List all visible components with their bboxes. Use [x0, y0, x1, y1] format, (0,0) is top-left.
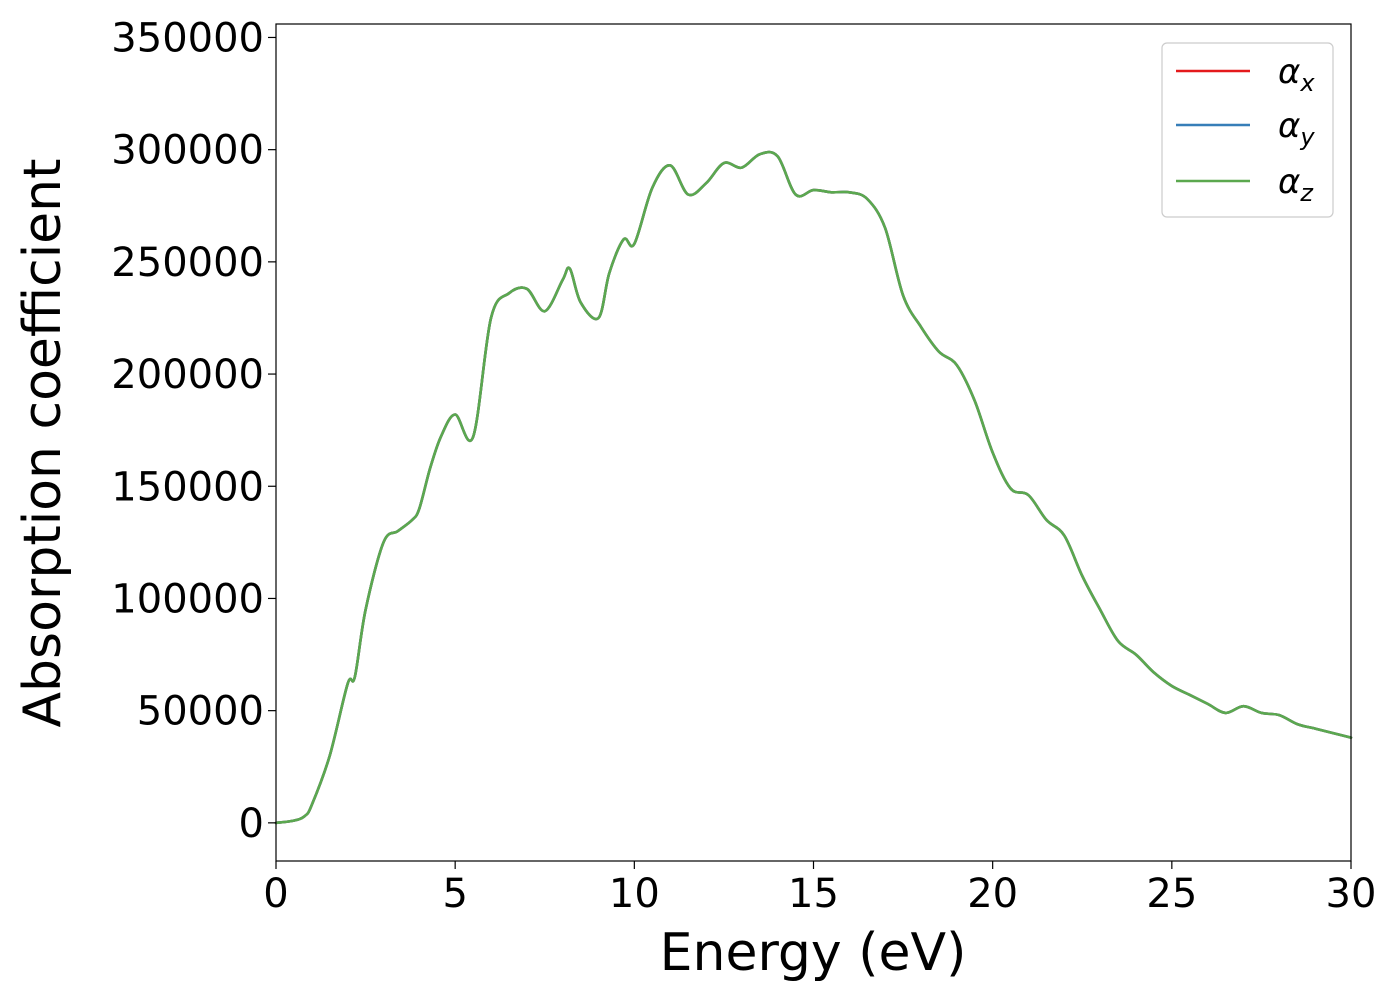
- y-axis-label: Absorption coefficient: [13, 158, 73, 727]
- plot-lines: [274, 150, 1353, 825]
- y-tick-label: 100000: [111, 576, 264, 622]
- legend-label-y: αy: [1278, 106, 1315, 151]
- x-tick-label: 0: [263, 871, 288, 917]
- x-axis: 0 5 10 15 20 25 30: [263, 861, 1376, 917]
- x-tick-label: 15: [788, 871, 839, 917]
- series-line-y-1: [274, 150, 1353, 825]
- y-tick-label: 300000: [111, 128, 264, 174]
- x-tick-label: 30: [1326, 871, 1377, 917]
- x-tick-label: 10: [609, 871, 660, 917]
- y-tick-label: 350000: [111, 15, 264, 61]
- x-tick-label: 25: [1146, 871, 1197, 917]
- y-tick-label: 150000: [111, 464, 264, 510]
- series-line-z-2: [274, 150, 1353, 825]
- legend-label-z: αz: [1278, 162, 1314, 207]
- x-tick-label: 5: [442, 871, 467, 917]
- legend: αx αy αz: [1161, 42, 1334, 218]
- legend-label-x: αx: [1278, 52, 1315, 97]
- y-axis: 0 50000 100000 150000 200000 250000 300000 3500…: [111, 15, 276, 847]
- x-axis-label: Energy (eV): [660, 923, 967, 983]
- legend-box: [1161, 42, 1334, 218]
- y-tick-label: 0: [239, 801, 264, 847]
- series-line-x-0: [274, 150, 1353, 825]
- y-tick-label: 250000: [111, 240, 264, 286]
- x-tick-label: 20: [967, 871, 1018, 917]
- y-tick-label: 200000: [111, 352, 264, 398]
- y-tick-label: 50000: [137, 689, 264, 735]
